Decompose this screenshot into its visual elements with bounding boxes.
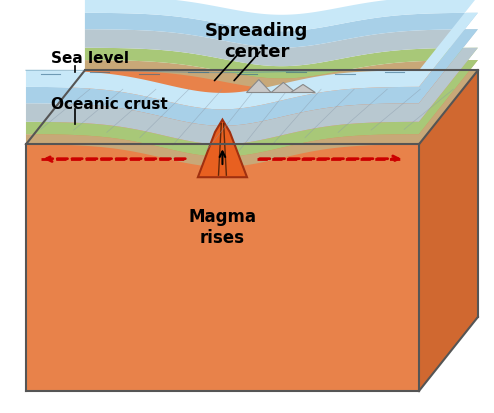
Polygon shape (26, 49, 478, 157)
Polygon shape (26, 71, 478, 145)
Polygon shape (290, 85, 315, 93)
Polygon shape (26, 0, 478, 110)
Polygon shape (26, 61, 478, 168)
Text: Sea level: Sea level (51, 51, 129, 66)
Polygon shape (198, 120, 247, 178)
Text: Magma
rises: Magma rises (188, 208, 256, 247)
Polygon shape (26, 14, 478, 126)
Text: Spreading
center: Spreading center (205, 22, 309, 61)
Text: Oceanic crust: Oceanic crust (51, 97, 168, 112)
Polygon shape (26, 30, 478, 145)
Polygon shape (247, 81, 271, 93)
Polygon shape (271, 83, 295, 93)
Polygon shape (26, 145, 419, 391)
Polygon shape (419, 71, 478, 391)
